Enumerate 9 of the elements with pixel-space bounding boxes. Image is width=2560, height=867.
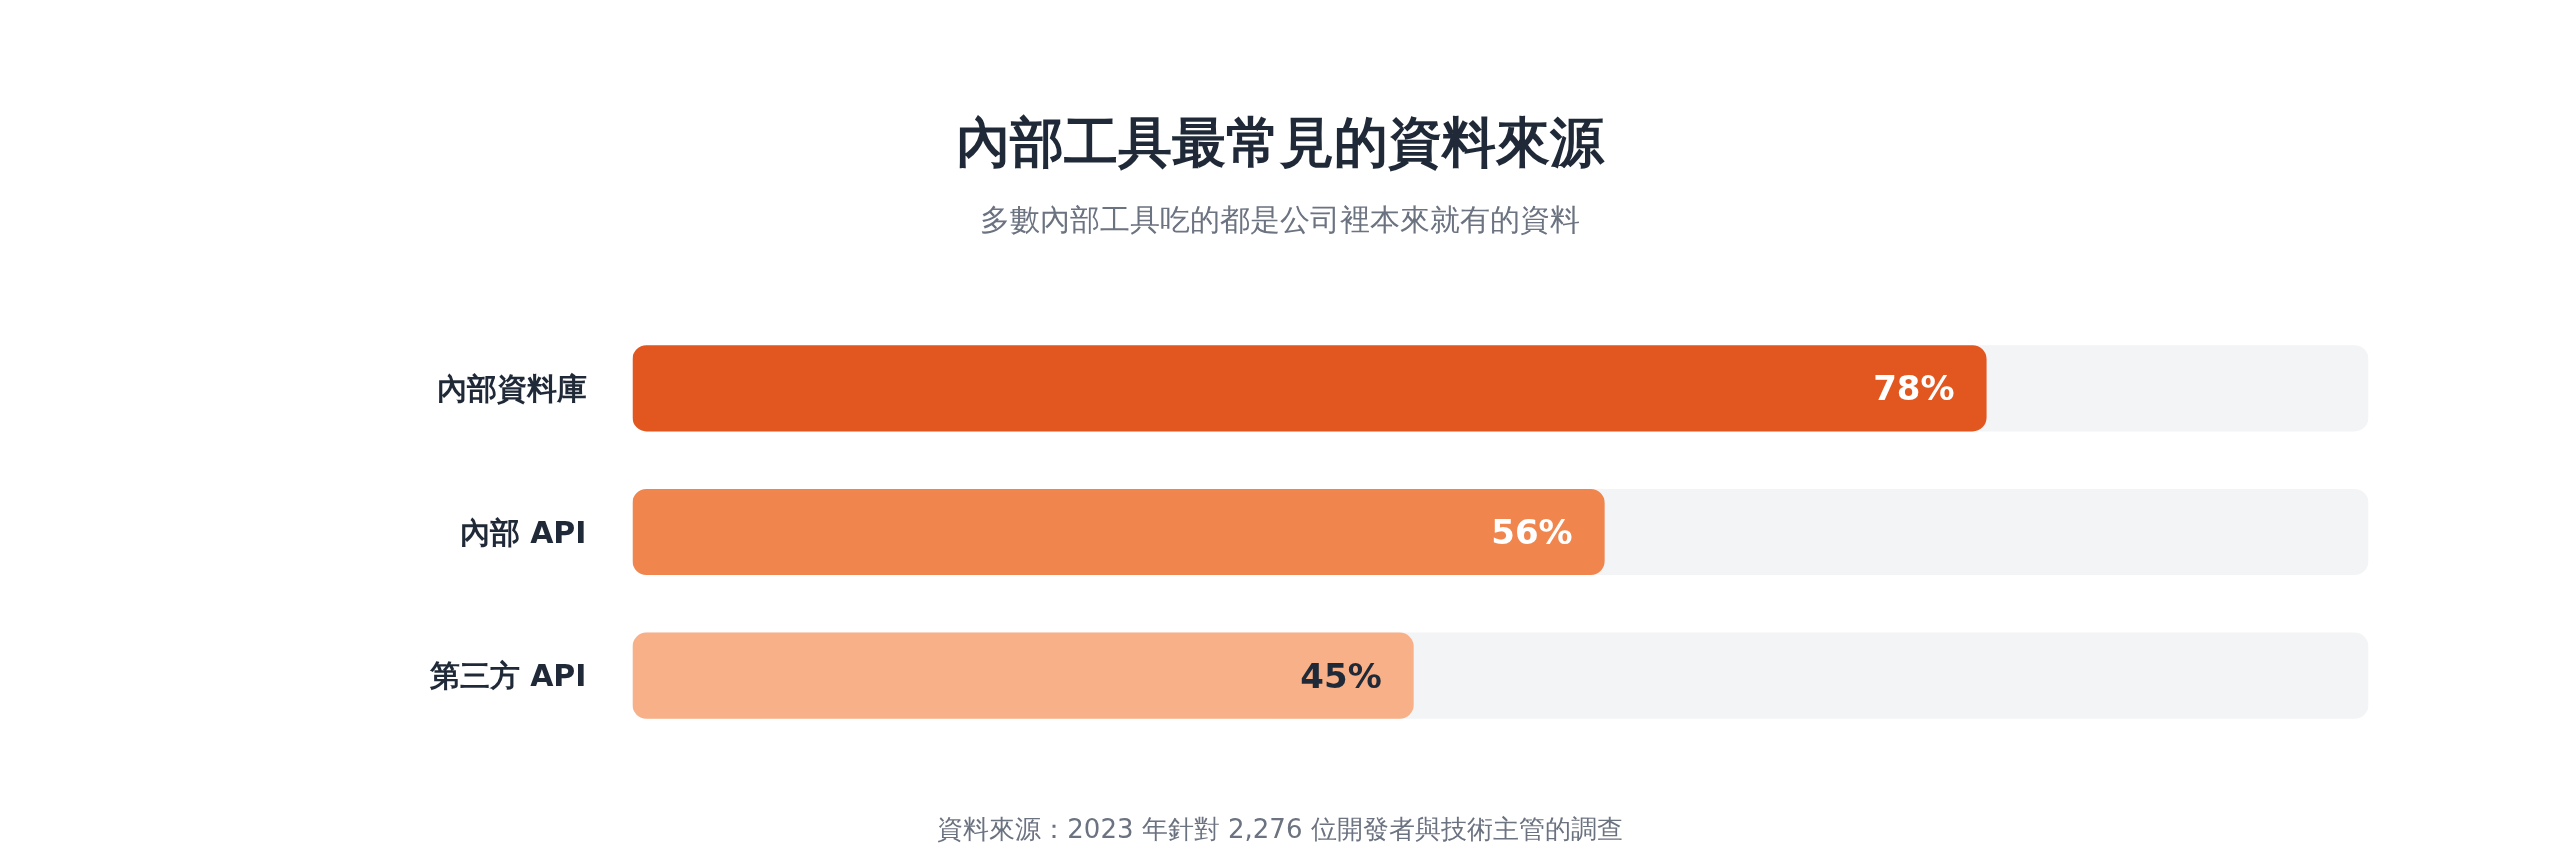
- y-tick-label: 內部 API: [459, 514, 587, 550]
- source-note: 資料來源：2023 年針對 2,276 位開發者與技術主管的調查: [936, 813, 1624, 846]
- chart-subtitle: 多數內部工具吃的都是公司裡本來就有的資料: [979, 201, 1581, 239]
- data-label: 78%: [1873, 368, 1955, 409]
- data-label: 45%: [1300, 655, 1382, 696]
- data-label: 56%: [1491, 512, 1573, 552]
- chart-title: 內部工具最常見的資料來源: [955, 110, 1606, 176]
- y-tick-label: 內部資料庫: [436, 370, 587, 406]
- y-tick-label: 第三方 API: [428, 658, 587, 694]
